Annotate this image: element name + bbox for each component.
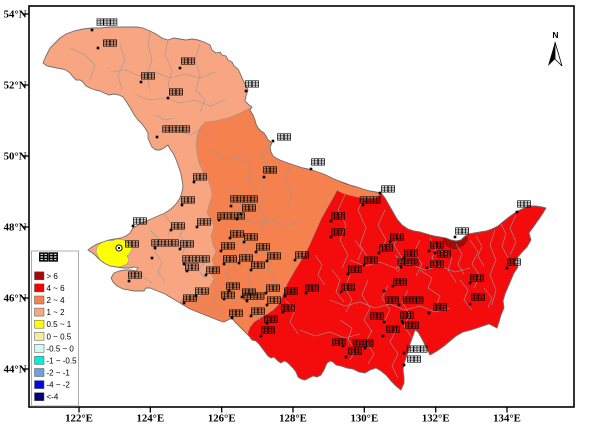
svg-text:-0.5 ~ 0: -0.5 ~ 0 xyxy=(47,344,75,353)
svg-text:130°E: 130°E xyxy=(350,413,378,424)
svg-text:128°E: 128°E xyxy=(279,413,307,424)
svg-text:122°E: 122°E xyxy=(65,413,93,424)
svg-text:0.5 ~ 1: 0.5 ~ 1 xyxy=(47,320,72,329)
svg-text:<-4: <-4 xyxy=(47,393,59,402)
svg-text:-4 ~ -2: -4 ~ -2 xyxy=(47,381,71,390)
svg-text:50°N: 50°N xyxy=(4,151,27,163)
svg-text:44°N: 44°N xyxy=(4,364,27,376)
svg-text:-1 ~ -0.5: -1 ~ -0.5 xyxy=(47,356,78,365)
svg-text:0 ~ 0.5: 0 ~ 0.5 xyxy=(47,332,72,341)
svg-text:-2 ~ -1: -2 ~ -1 xyxy=(47,369,71,378)
svg-text:126°E: 126°E xyxy=(208,413,236,424)
svg-text:N: N xyxy=(552,30,558,40)
svg-text:48°N: 48°N xyxy=(4,222,27,234)
svg-text:132°E: 132°E xyxy=(422,413,450,424)
svg-text:2 ~ 4: 2 ~ 4 xyxy=(47,296,66,305)
svg-text:52°N: 52°N xyxy=(4,80,27,92)
svg-text:46°N: 46°N xyxy=(4,293,27,305)
svg-text:1 ~ 2: 1 ~ 2 xyxy=(47,308,66,317)
svg-text:124°E: 124°E xyxy=(136,413,164,424)
svg-text:54°N: 54°N xyxy=(4,9,27,21)
svg-text:> 6: > 6 xyxy=(47,272,59,281)
svg-text:134°E: 134°E xyxy=(493,413,521,424)
svg-text:4 ~ 6: 4 ~ 6 xyxy=(47,284,66,293)
